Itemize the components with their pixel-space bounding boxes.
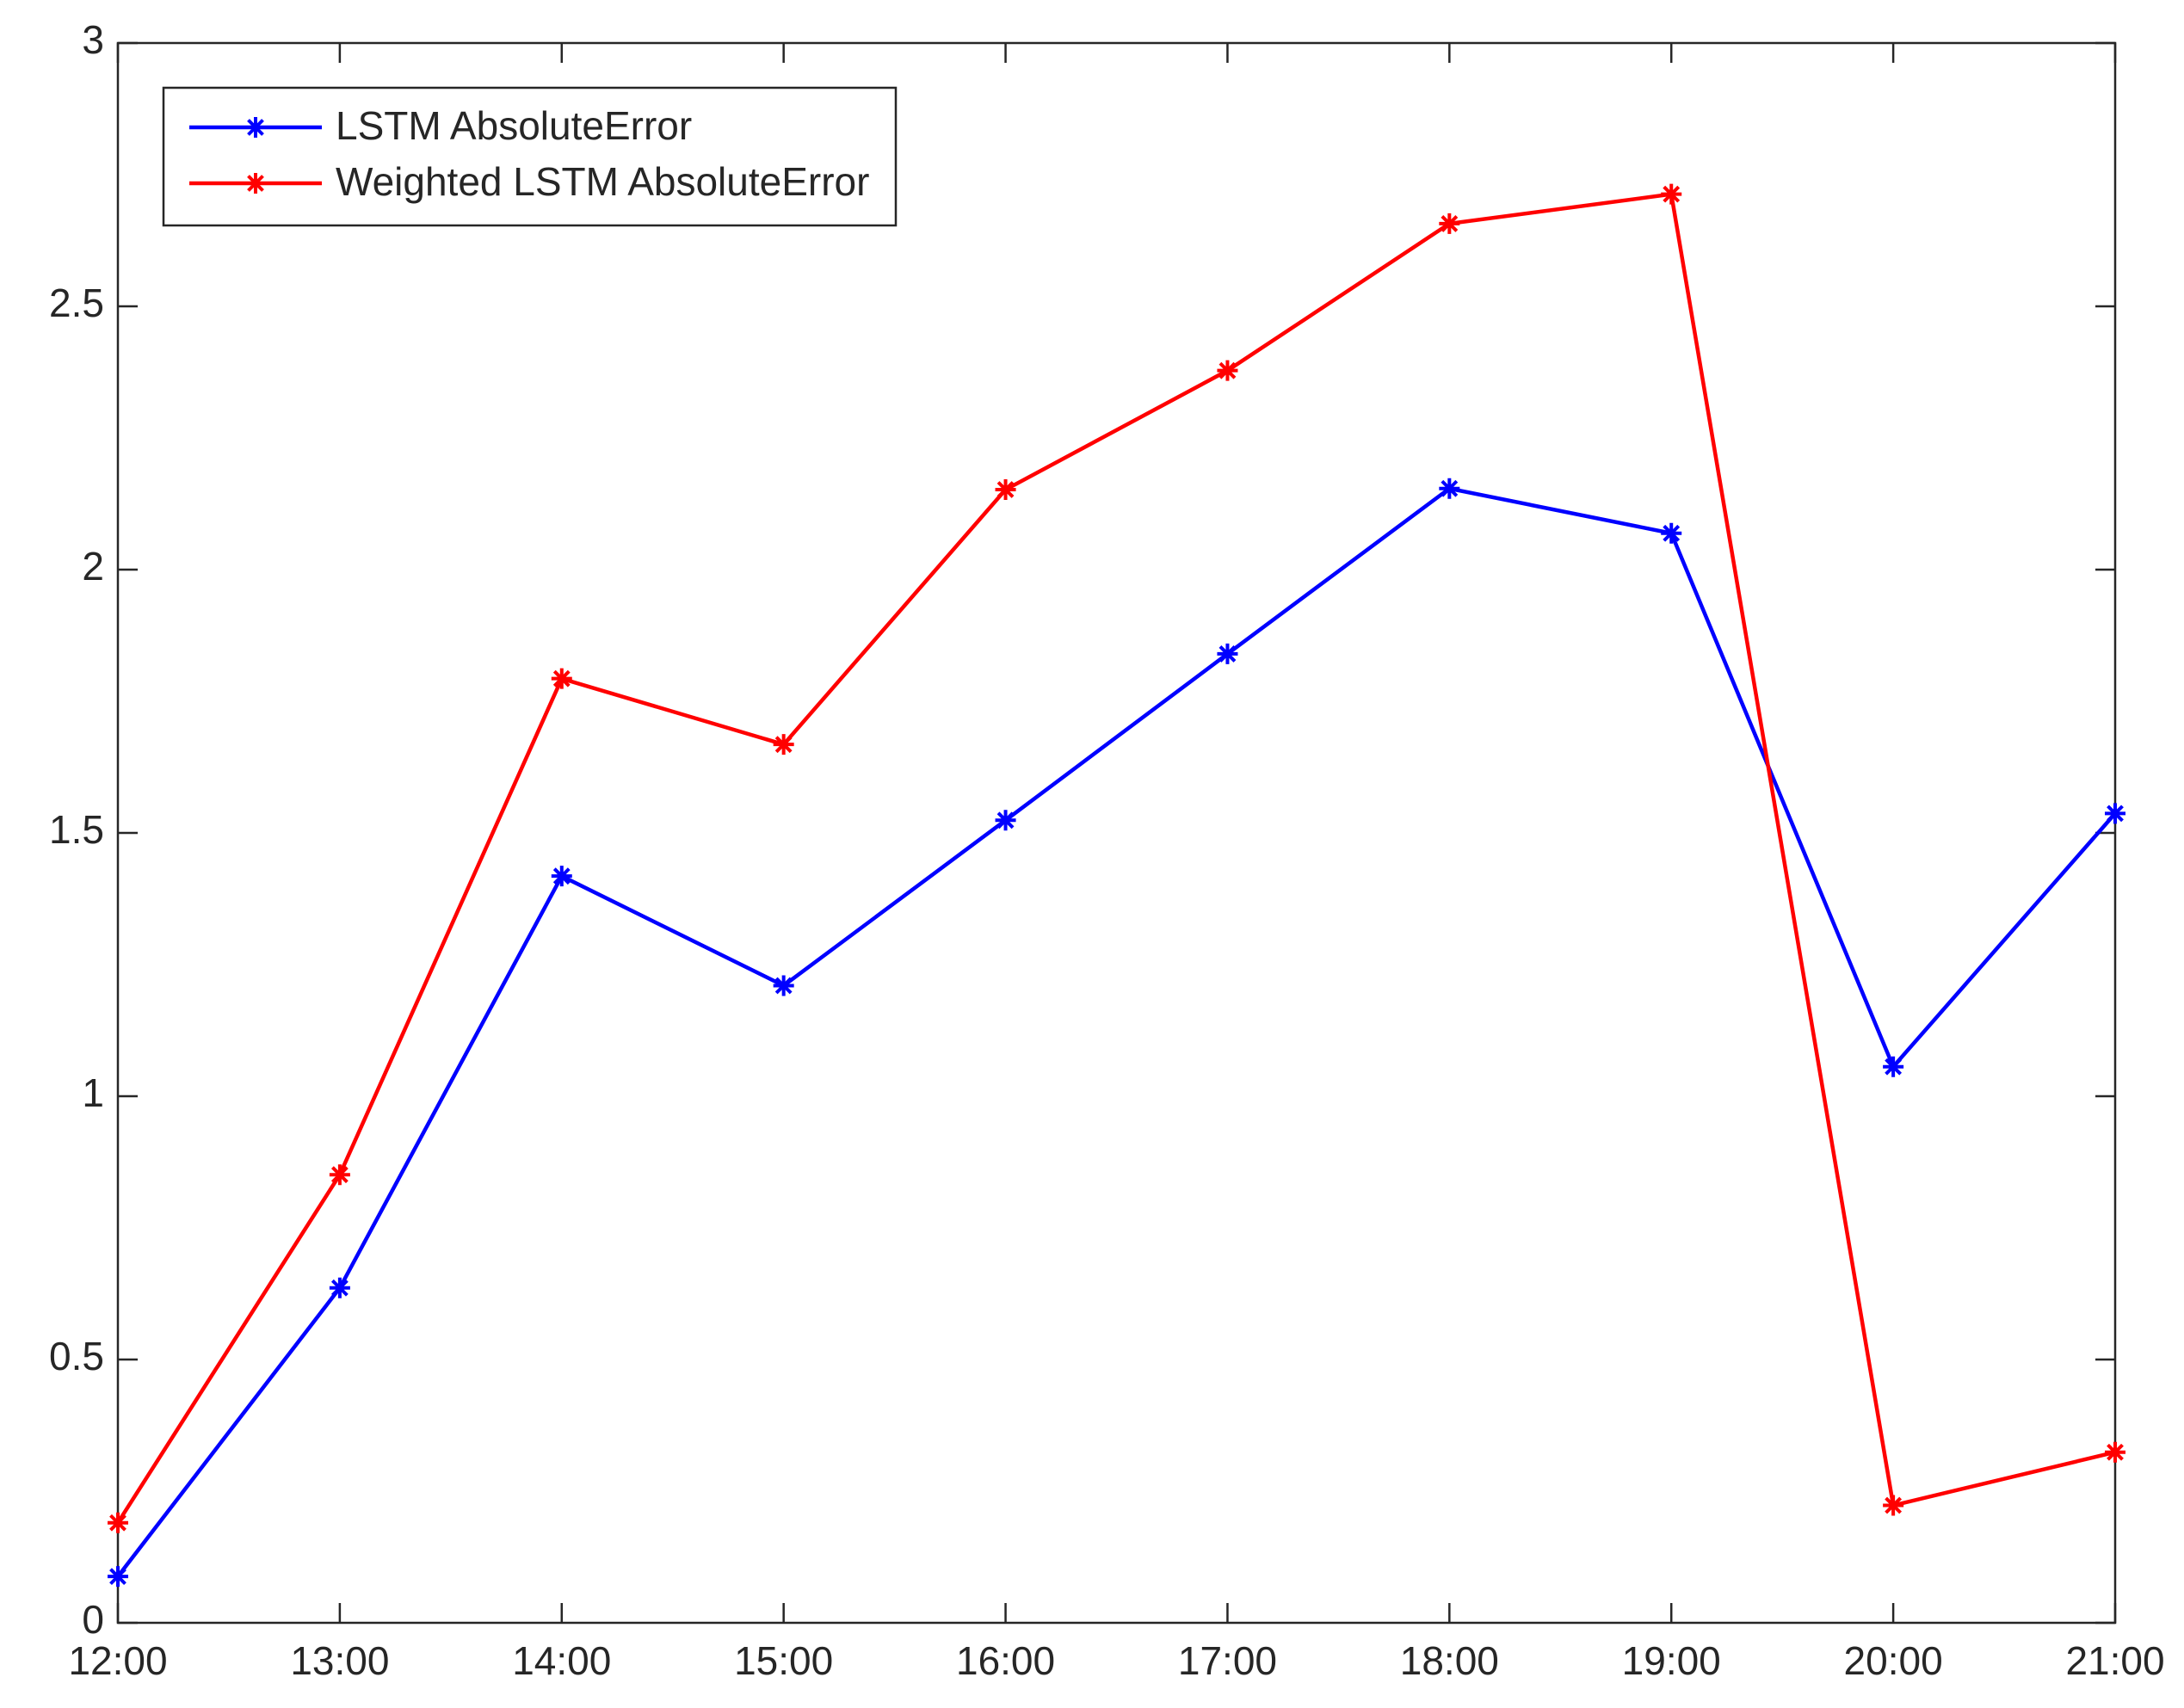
- x-tick-label: 18:00: [1400, 1638, 1499, 1683]
- y-tick-label: 1.5: [49, 807, 104, 852]
- legend: LSTM AbsoluteError Weighted LSTM Absolute…: [162, 86, 898, 227]
- marker: [2105, 803, 2125, 824]
- marker: [1439, 478, 1460, 499]
- y-tick-label: 0: [82, 1597, 104, 1642]
- x-tick-label: 14:00: [512, 1638, 611, 1683]
- marker: [1661, 183, 1682, 205]
- y-tick-label: 2.5: [49, 281, 104, 325]
- x-tick-label: 13:00: [290, 1638, 389, 1683]
- legend-marker: [245, 117, 266, 138]
- plot-frame: [116, 41, 2117, 1625]
- x-tick-label: 17:00: [1178, 1638, 1277, 1683]
- marker: [1217, 360, 1238, 381]
- x-tick-label: 20:00: [1844, 1638, 1943, 1683]
- marker: [329, 1277, 350, 1298]
- x-tick-label: 12:00: [68, 1638, 167, 1683]
- x-tick-label: 19:00: [1622, 1638, 1721, 1683]
- y-tick-label: 3: [82, 17, 104, 62]
- marker: [1883, 1495, 1904, 1516]
- y-tick-label: 2: [82, 544, 104, 589]
- x-tick-label: 16:00: [956, 1638, 1055, 1683]
- marker: [551, 866, 572, 887]
- marker: [108, 1566, 128, 1588]
- marker: [995, 478, 1016, 500]
- marker: [1661, 522, 1682, 544]
- marker: [551, 668, 572, 689]
- marker: [1883, 1056, 1904, 1077]
- marker: [2105, 1441, 2125, 1463]
- marker: [1217, 643, 1238, 664]
- series-line: [116, 486, 2117, 1578]
- y-tick-label: 0.5: [49, 1334, 104, 1378]
- legend-label: LSTM AbsoluteError: [336, 103, 692, 148]
- marker: [329, 1164, 350, 1186]
- legend-label: Weighted LSTM AbsoluteError: [336, 159, 869, 204]
- marker: [108, 1512, 128, 1533]
- y-tick-label: 1: [82, 1070, 104, 1115]
- marker: [1439, 213, 1460, 234]
- marker: [773, 975, 794, 996]
- x-tick-label: 15:00: [734, 1638, 833, 1683]
- marker: [773, 734, 794, 755]
- marker: [995, 810, 1016, 831]
- legend-marker: [245, 173, 266, 194]
- x-tick-label: 21:00: [2065, 1638, 2164, 1683]
- series-line: [116, 192, 2116, 1524]
- legend-box: [162, 86, 898, 227]
